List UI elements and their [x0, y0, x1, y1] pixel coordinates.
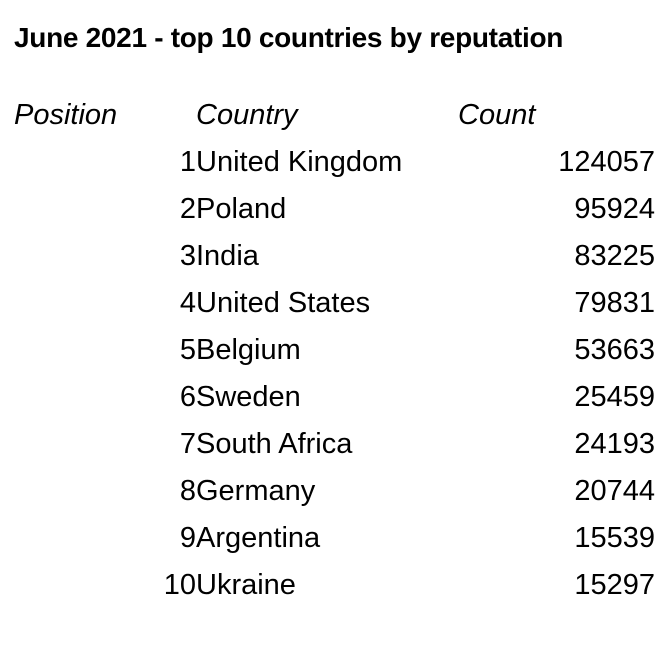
count-cell: 53663	[574, 334, 655, 366]
country-cell: Argentina	[196, 522, 321, 554]
count-cell: 95924	[574, 193, 655, 225]
count-header: Count	[458, 99, 536, 131]
country-cell: Germany	[196, 475, 316, 507]
count-cell: 83225	[574, 240, 655, 272]
table-row: 7 South Africa 24193	[14, 421, 655, 468]
country-cell: Poland	[196, 193, 287, 225]
position-cell: 5	[179, 334, 196, 366]
table-row: 3 India 83225	[14, 233, 655, 280]
table-row: 8 Germany 20744	[14, 468, 655, 515]
page-title: June 2021 - top 10 countries by reputati…	[14, 22, 564, 53]
count-cell: 25459	[574, 381, 655, 413]
count-cell: 24193	[574, 428, 655, 460]
position-header: Position	[14, 99, 118, 131]
position-cell: 6	[179, 381, 196, 413]
country-cell: India	[196, 240, 259, 272]
country-cell: Ukraine	[196, 569, 296, 601]
table-row: 9 Argentina 15539	[14, 515, 655, 562]
position-cell: 2	[179, 193, 196, 225]
count-cell: 124057	[558, 146, 655, 178]
table-row: 2 Poland 95924	[14, 186, 655, 233]
reputation-table: Position Country Count 1 United Kingdom …	[14, 92, 655, 609]
table-row: 10 Ukraine 15297	[14, 562, 655, 609]
count-cell: 79831	[574, 287, 655, 319]
position-cell: 3	[179, 240, 196, 272]
country-cell: United States	[196, 287, 371, 319]
position-cell: 7	[179, 428, 196, 460]
country-cell: Belgium	[196, 334, 301, 366]
country-header: Country	[196, 99, 298, 131]
position-cell: 1	[179, 146, 196, 178]
country-cell: United Kingdom	[196, 146, 403, 178]
position-cell: 8	[179, 475, 196, 507]
position-cell: 9	[179, 522, 196, 554]
position-cell: 10	[163, 569, 196, 601]
table-row: 4 United States 79831	[14, 280, 655, 327]
table-row: 1 United Kingdom 124057	[14, 139, 655, 186]
position-cell: 4	[179, 287, 196, 319]
country-cell: Sweden	[196, 381, 301, 413]
count-cell: 15539	[574, 522, 655, 554]
country-cell: South Africa	[196, 428, 353, 460]
count-cell: 20744	[574, 475, 655, 507]
count-cell: 15297	[574, 569, 655, 601]
header-row: Position Country Count	[14, 92, 655, 139]
table-row: 6 Sweden 25459	[14, 374, 655, 421]
table-row: 5 Belgium 53663	[14, 327, 655, 374]
